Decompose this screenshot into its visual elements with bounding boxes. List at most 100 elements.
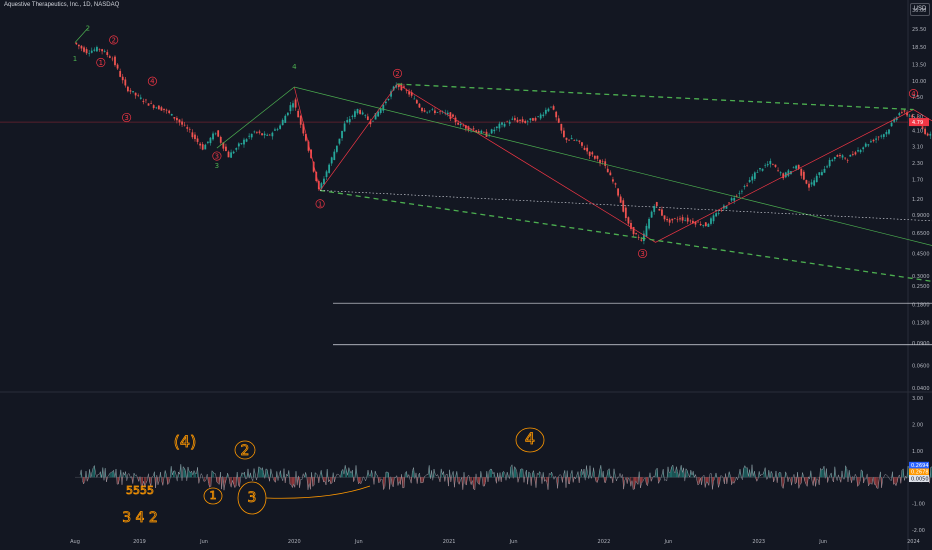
candle-body [586,147,589,152]
candle-body [746,185,748,186]
candle-body [689,220,692,222]
candle-body [771,164,774,165]
candle-body [459,124,462,126]
candle-body [614,183,617,185]
candle-body [126,86,129,92]
candle-body [508,121,511,124]
candle-body [439,111,441,113]
candle-body [795,165,798,169]
candle-body [201,144,204,150]
wave-label-circle [122,112,132,123]
candle-body [188,129,191,131]
candle-body [627,217,630,224]
candle-body [222,142,225,149]
candle-body [599,159,601,164]
time-tick-label: Aug [70,539,80,545]
candle-body [384,101,387,104]
candle-body [152,105,155,109]
candle-body [196,138,199,142]
candle-body [237,143,240,147]
handwritten-circle [234,440,256,460]
candle-body [253,131,256,133]
candle-body [867,144,870,146]
candle-body [428,110,431,112]
candle-body [328,164,331,173]
candle-body [490,129,493,134]
handwritten-note: (4) [174,432,197,451]
candle-body [697,221,699,223]
candle-body [805,180,808,184]
candle-body [145,99,147,101]
candle-body [570,138,573,140]
candle-body [480,130,483,133]
candle-body [305,134,307,141]
wave-label: 2 [395,70,399,78]
currency-button[interactable]: USD [910,3,930,16]
candle-body [307,141,310,151]
candle-body [415,100,418,104]
candle-body [96,47,98,52]
candle-body [668,219,671,223]
red-wave-line [293,86,321,191]
osc-tick-label: -2.00 [912,528,925,534]
candle-body [851,154,854,155]
candle-body [410,92,413,96]
candle-body [98,48,101,50]
candle-body [885,131,888,135]
wave-label-circle [315,199,325,209]
candle-body [604,161,607,166]
candle-body [279,125,282,129]
candle-body [392,86,395,91]
candle-body [890,122,893,127]
candle-body [617,188,619,196]
candle-body [857,150,859,152]
candle-body [470,129,472,131]
candle-body [831,159,834,161]
wave-label: 4 [150,78,155,86]
candle-body [157,105,160,110]
wave-label: 2 [86,25,90,33]
candle-body [139,97,142,99]
wave-label-circle [109,35,119,45]
candle-body [286,112,289,116]
wave-overlays [74,27,932,282]
candle-body [263,133,266,136]
candle-body [684,220,687,221]
time-axis: Aug 2019 Jun 2020 Jun 2021 Jun 2022 Jun 2023 Jun 20… [70,539,920,545]
candle-body [235,148,238,150]
candle-body [356,108,359,114]
candle-body [134,92,137,96]
candle-body [578,140,581,142]
candle-body [232,151,235,154]
candle-body [434,110,436,114]
time-tick-label: 2021 [443,539,456,545]
candle-body [108,56,111,58]
candle-body [926,133,929,136]
wave-label: 1 [99,59,103,67]
candle-body [846,159,849,161]
candle-body [622,200,625,212]
candle-body [320,183,323,189]
handwritten-note: 3 4 2 [122,510,158,526]
candle-body [119,71,122,77]
candle-body [183,124,186,126]
price-tick-label: 0.4500 [912,252,930,258]
candle-body [552,106,555,110]
candle-body [475,130,478,133]
candle-body [366,116,369,120]
candle-body [80,45,83,49]
candle-body [642,233,645,241]
candle-body [658,208,661,211]
candle-body [116,64,119,69]
candle-body [748,180,751,183]
candle-body [550,106,552,108]
time-tick-label: Jun [354,539,363,545]
candle-body [797,164,800,169]
candle-body [725,205,728,209]
candle-body [542,114,545,117]
candle-body [261,133,263,136]
candle-body [403,86,405,88]
price-tick-label: 10.00 [912,79,926,85]
time-tick-label: 2023 [752,539,765,545]
